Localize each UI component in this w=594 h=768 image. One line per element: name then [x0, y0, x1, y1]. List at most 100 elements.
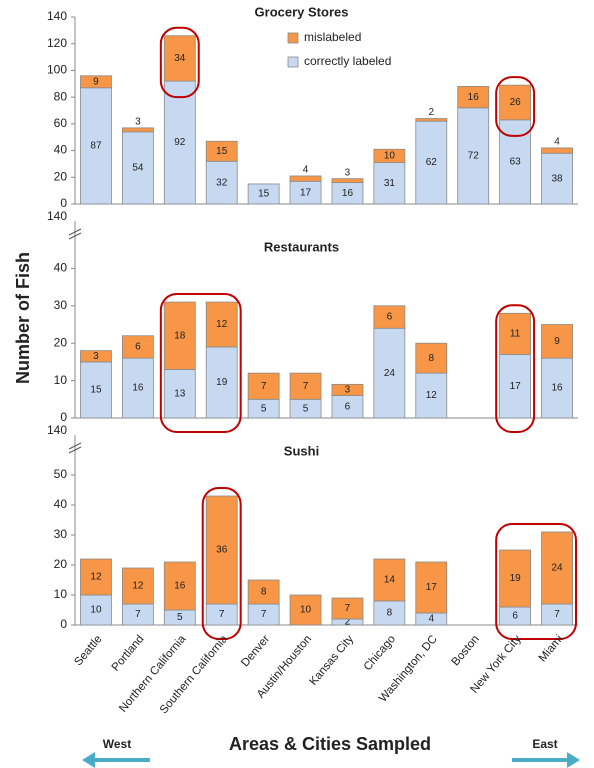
bar-segment [121, 131, 154, 205]
y-tick-label: 20 [54, 169, 68, 183]
x-tick-label: Denver [239, 633, 272, 669]
bar-segment [541, 152, 573, 205]
bar-segment [373, 148, 406, 163]
data-label: 16 [468, 92, 480, 103]
data-label: 10 [300, 605, 312, 616]
y-tick-label: 0 [60, 196, 67, 210]
data-label: 24 [551, 563, 563, 574]
bar-segment [80, 361, 112, 419]
bar-segment [457, 86, 490, 109]
data-label: 72 [468, 151, 480, 162]
bar-segment [205, 346, 238, 419]
axis-break [68, 232, 82, 240]
bar-segment [205, 160, 238, 205]
west-arrow [82, 752, 150, 768]
bar-segment [373, 600, 406, 626]
highlight [159, 26, 200, 99]
data-label: 16 [132, 383, 144, 394]
data-label: 7 [303, 381, 309, 392]
axis-break [68, 228, 82, 236]
data-label: 4 [303, 165, 309, 176]
bar-segment [80, 594, 112, 626]
y-tick-label: 40 [54, 143, 68, 157]
data-label: 10 [384, 151, 396, 162]
data-label: 8 [429, 353, 435, 364]
bar-segment [289, 372, 322, 400]
bar-segment [415, 342, 448, 374]
bar-segment [163, 35, 196, 82]
bar-segment [541, 324, 573, 359]
data-label: 14 [384, 575, 396, 586]
axis-break [68, 442, 82, 450]
y-tick-label: 80 [54, 89, 68, 103]
x-tick-label: Chicago [362, 633, 398, 673]
data-label: 15 [90, 385, 102, 396]
panel-title: Restaurants [264, 239, 339, 254]
y-tick-label: 10 [54, 373, 68, 387]
data-label: 7 [345, 603, 351, 614]
bar-segment [80, 87, 112, 205]
bar-segment [80, 75, 112, 89]
data-label: 3 [345, 167, 351, 178]
data-label: 5 [177, 612, 183, 623]
data-label: 3 [135, 117, 141, 128]
bar-segment [499, 549, 532, 608]
data-label: 12 [132, 581, 144, 592]
bar-segment [499, 354, 532, 419]
data-label: 16 [342, 188, 354, 199]
legend-label: mislabeled [304, 30, 361, 44]
axis-break [68, 446, 82, 454]
east-label: East [532, 737, 557, 751]
y-tick-label: 60 [54, 116, 68, 130]
y-tick-label: 40 [54, 497, 68, 511]
data-label: 87 [90, 141, 102, 152]
data-label: 19 [510, 573, 522, 584]
data-label: 9 [93, 76, 99, 87]
data-label: 12 [216, 319, 228, 330]
bar-segment [541, 147, 573, 154]
data-label: 62 [426, 157, 438, 168]
y-tick-label: 40 [54, 261, 68, 275]
data-label: 7 [261, 381, 267, 392]
legend-swatch [287, 32, 299, 44]
legend-swatch [287, 56, 299, 68]
data-label: 7 [219, 609, 225, 620]
bar-segment [247, 579, 280, 605]
y-tick-label: 10 [54, 587, 68, 601]
panel-title: Sushi [284, 443, 319, 458]
y-tick-label: 120 [47, 36, 67, 50]
bar-segment [247, 183, 280, 205]
bar-segment [415, 372, 448, 419]
bar-segment [289, 594, 322, 626]
x-tick-label: Boston [450, 633, 482, 668]
x-tick-label: Kansas City [307, 633, 356, 688]
y-tick-label: 20 [54, 335, 68, 349]
data-label: 11 [510, 328, 521, 339]
data-label: 36 [216, 545, 228, 556]
data-label: 38 [551, 173, 563, 184]
highlight [495, 76, 536, 137]
x-tick-label: Seattle [72, 633, 104, 668]
data-label: 6 [387, 312, 393, 323]
data-label: 8 [387, 608, 393, 619]
bar-segment [541, 531, 573, 605]
data-label: 17 [426, 582, 438, 593]
bar-segment [121, 335, 154, 359]
bar-segment [163, 80, 196, 205]
bar-segment [163, 301, 196, 370]
data-label: 12 [426, 390, 438, 401]
y-tick-label: 140 [47, 9, 67, 23]
east-arrow [512, 752, 580, 768]
highlight [201, 487, 242, 640]
legend-label: correctly labeled [304, 54, 391, 68]
bar-segment [205, 301, 238, 348]
data-label: 10 [90, 605, 102, 616]
x-axis-label: Areas & Cities Sampled [229, 734, 431, 754]
data-label: 26 [510, 97, 522, 108]
x-tick-label: Portland [110, 633, 147, 674]
data-label: 4 [554, 137, 560, 148]
data-label: 3 [93, 351, 99, 362]
data-label: 8 [261, 587, 267, 598]
bar-segment [415, 120, 448, 205]
